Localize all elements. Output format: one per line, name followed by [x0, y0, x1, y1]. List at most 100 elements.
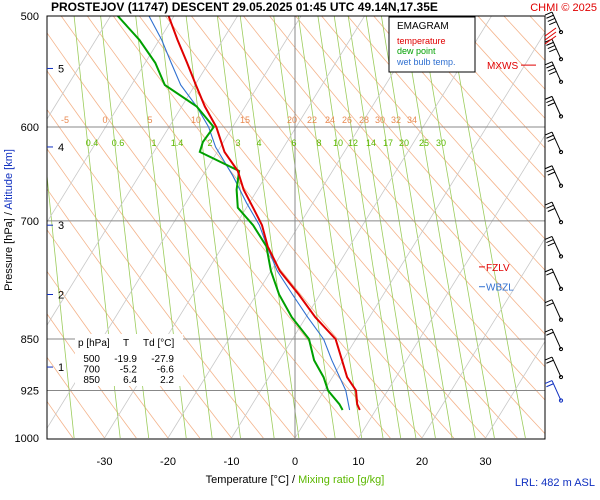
wind-barb-feather [544, 268, 553, 273]
dry-adiabat-label: 24 [325, 115, 335, 125]
wind-barb-station [558, 374, 564, 380]
mixing-ratio-line [159, 16, 213, 439]
wind-barbs [544, 11, 564, 403]
altitude-tick-label: 2 [58, 289, 64, 301]
legend-item-wet-bulb: wet bulb temp. [396, 57, 456, 67]
wind-barb-station [558, 183, 564, 188]
wind-barb-icon [544, 95, 564, 119]
isotherm-line [47, 16, 175, 223]
mixing-ratio-line [216, 16, 275, 439]
wind-barb-icon [544, 299, 564, 322]
wind-barb-feather [549, 21, 557, 26]
dry-adiabat-line [477, 16, 545, 90]
dry-adiabat-label: 34 [407, 115, 417, 125]
wind-barb-staff [551, 165, 562, 186]
dry-adiabat-line [217, 16, 545, 401]
wind-barb-icon [544, 201, 564, 225]
dry-adiabat-label: 22 [307, 115, 317, 125]
x-axis-temperature-label: Temperature [°C] [206, 474, 289, 486]
isotherm-line [47, 16, 238, 326]
wind-barb-feather [546, 271, 554, 276]
dry-adiabats [47, 16, 545, 439]
y-axis-altitude-label: Altitude [km] [3, 149, 15, 210]
table-header-pressure: p [hPa] [78, 338, 110, 349]
wind-barb-top-feather [544, 35, 557, 45]
wind-barb-feather [547, 137, 555, 142]
wind-barb-feather [546, 99, 554, 104]
temperature-tick-label: -20 [160, 456, 176, 468]
table-cell: 850 [83, 375, 100, 386]
dry-adiabat-label: 28 [359, 115, 369, 125]
mixing-ratio-line [448, 16, 526, 439]
mixing-ratio-label: 3 [235, 138, 240, 148]
mixing-ratio-label: 1 [151, 138, 156, 148]
isotherm-line [485, 340, 545, 439]
dry-adiabat-label: 30 [375, 115, 385, 125]
table-cell: -5.2 [120, 365, 138, 376]
dry-adiabat-line [47, 70, 328, 439]
dry-adiabat-line [60, 16, 391, 439]
altitude-tick-labels: 1 2 3 4 5 [47, 63, 64, 374]
dry-adiabat-label: 32 [391, 115, 401, 125]
mixing-ratio-line [381, 16, 453, 439]
dry-adiabat-line [529, 16, 545, 33]
mixing-ratio-label: 25 [419, 138, 429, 148]
mixing-ratio-label: 30 [436, 138, 446, 148]
dry-adiabat-line [47, 32, 359, 439]
altitude-tick-label: 4 [58, 142, 64, 154]
wind-barb-feather [546, 41, 554, 46]
wind-barb-feather [546, 204, 554, 209]
wind-barb-station [558, 57, 564, 62]
wind-barb-feather [547, 67, 555, 72]
x-axis-mixing-label: Mixing ratio [g/kg] [298, 474, 384, 486]
wind-barb-icon [544, 356, 564, 380]
wind-barb-feather [546, 383, 554, 388]
x-axis-title: Temperature [°C] / Mixing ratio [g/kg] [206, 474, 385, 486]
pressure-tick-label: 700 [21, 216, 39, 228]
wind-barb-staff [551, 268, 562, 290]
mixing-ratio-label: 4 [256, 138, 261, 148]
dry-adiabat-label: 10 [191, 115, 201, 125]
special-levels: MXWS FZLV WBZL [479, 61, 536, 294]
wind-barb-staff [551, 380, 562, 401]
altitude-tick-label: 3 [58, 220, 64, 232]
wind-barb-feather [547, 208, 555, 212]
isotherm-line [549, 16, 600, 438]
series-line-temperature [167, 16, 361, 411]
wind-barb-feather [546, 239, 554, 244]
wind-barb-station [558, 29, 564, 35]
mixing-ratio-label: 14 [366, 138, 376, 148]
wind-barb-icon [544, 165, 564, 188]
wind-barb-feather [546, 331, 554, 336]
wind-barb-feather [546, 64, 554, 69]
copyright: CHMI © 2025 [530, 2, 597, 14]
table-cell: 6.4 [123, 375, 137, 386]
wind-barb-feather [544, 201, 553, 206]
wind-barb-station [558, 254, 564, 259]
wind-barb-feather [544, 61, 553, 66]
wind-barb-icon [544, 268, 564, 291]
wind-barb-staff [551, 201, 562, 223]
wind-barb-staff [551, 61, 562, 83]
series-line-wet-bulb-temp [148, 16, 351, 411]
series-line-dew-point [117, 16, 344, 411]
pressure-tick-labels: 500 600 700 850 925 1000 [15, 11, 39, 445]
legend-item-temperature: temperature [397, 36, 446, 46]
dry-adiabat-label: 26 [342, 115, 352, 125]
isotherm-line [358, 134, 545, 439]
dry-adiabat-line [451, 16, 545, 119]
mixing-ratio-line [420, 16, 495, 439]
legend-box [388, 16, 476, 73]
wind-barb-feather [544, 165, 553, 170]
isotherm-line [421, 237, 545, 439]
wind-barb-feather [544, 131, 553, 136]
mixing-ratio-label: 6 [291, 138, 296, 148]
wind-barb-feather [547, 17, 555, 22]
mixing-ratio-line [402, 16, 476, 439]
mixing-ratio-line [47, 171, 75, 439]
wind-barb-feather [547, 171, 555, 176]
temperature-tick-labels: -30 -20 -10 0 10 20 30 [97, 456, 492, 468]
dry-adiabat-line [138, 16, 486, 439]
wind-barb-icon [544, 38, 564, 62]
